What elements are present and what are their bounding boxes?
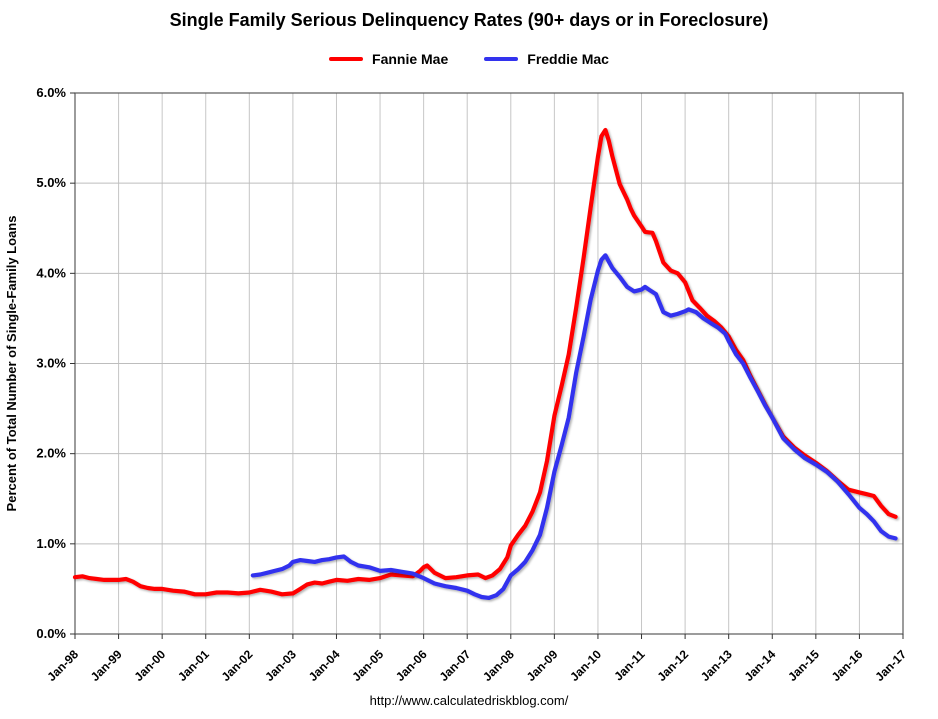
legend-item-freddie-mac: Freddie Mac: [484, 51, 609, 67]
x-tick-label: Jan-11: [611, 647, 648, 684]
y-tick-label: 5.0%: [36, 175, 66, 190]
x-tick-label: Jan-10: [567, 647, 604, 684]
y-axis-title: Percent of Total Number of Single-Family…: [4, 216, 19, 512]
y-tick-label: 3.0%: [36, 356, 66, 371]
x-tick-label: Jan-01: [175, 647, 212, 684]
freddie-mac-line-swatch: [484, 57, 519, 61]
x-tick-label: Jan-12: [654, 647, 691, 684]
x-tick-label: Jan-05: [349, 647, 386, 684]
source-url: http://www.calculatedriskblog.com/: [369, 693, 569, 708]
legend-item-fannie-mae: Fannie Mae: [329, 51, 448, 67]
x-tick-label: Jan-03: [262, 647, 299, 684]
y-tick-label: 6.0%: [36, 85, 66, 100]
x-tick-label: Jan-15: [785, 647, 822, 684]
y-tick-label: 0.0%: [36, 626, 66, 641]
x-tick-label: Jan-02: [219, 647, 256, 684]
x-tick-label: Jan-17: [872, 647, 909, 684]
series-line-freddie-mac: [250, 253, 898, 601]
x-tick-label: Jan-08: [480, 647, 517, 684]
y-tick-label: 2.0%: [36, 446, 66, 461]
x-tick-label: Jan-98: [44, 647, 81, 684]
chart-title: Single Family Serious Delinquency Rates …: [169, 10, 769, 30]
fannie-mae-line-swatch: [329, 57, 364, 61]
x-tick-label: Jan-99: [88, 647, 125, 684]
x-tick-label: Jan-00: [131, 647, 168, 684]
x-tick-label: Jan-06: [393, 647, 430, 684]
series-line-fannie-mae: [72, 127, 898, 597]
x-tick-label: Jan-07: [437, 647, 474, 684]
x-tick-label: Jan-14: [742, 647, 779, 684]
chart-legend: Fannie Mae Freddie Mac: [0, 51, 938, 67]
x-tick-label: Jan-16: [829, 647, 866, 684]
legend-label-freddie-mac: Freddie Mac: [527, 51, 609, 67]
x-tick-label: Jan-04: [306, 647, 343, 684]
x-tick-label: Jan-09: [524, 647, 561, 684]
line-chart-canvas: Jan-98 Jan-99 Jan-00 Jan-01 Jan-02 Jan-03 Jan-…: [4, 85, 909, 684]
x-tick-label: Jan-13: [698, 647, 735, 684]
y-tick-label: 1.0%: [36, 536, 66, 551]
y-tick-label: 4.0%: [36, 265, 66, 280]
legend-label-fannie-mae: Fannie Mae: [372, 51, 449, 67]
